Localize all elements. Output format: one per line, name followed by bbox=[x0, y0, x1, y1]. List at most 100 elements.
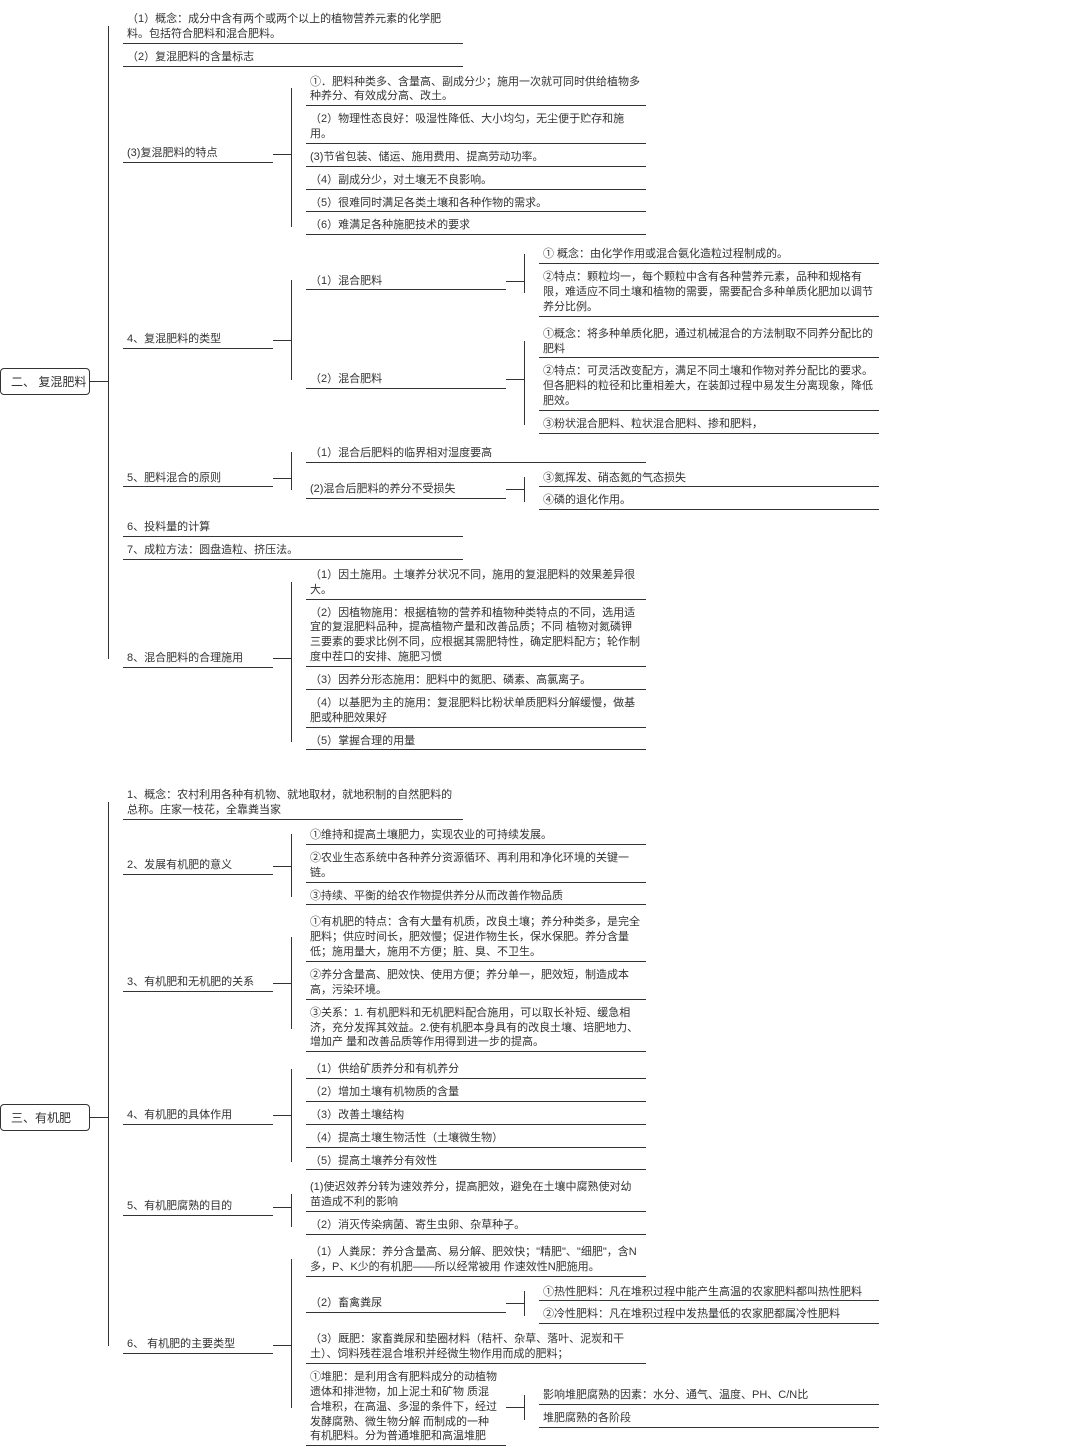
children-group: ①．肥料种类多、含量高、副成分少；施用一次就可同时供给植物多种养分、有效成分高、… bbox=[291, 71, 646, 238]
node-d2-1: （2）消灭传染病菌、寄生虫卵、杂草种子。 bbox=[306, 1216, 646, 1235]
branch: (3)复混肥料的特点 ①．肥料种类多、含量高、副成分少；施用一次就可同时供给植物多… bbox=[109, 71, 879, 238]
branch: （1）混合肥料 ① 概念：由化学作用或混合氨化造粒过程制成的。 ②特点：颗粒均一，每… bbox=[292, 243, 879, 318]
node-d2-0: （1）供给矿质养分和有机养分 bbox=[306, 1060, 646, 1079]
branch: （2）复混肥料的含量标志 bbox=[109, 48, 879, 67]
branch: （4）提高土壤生物活性（土壤微生物） bbox=[292, 1129, 646, 1148]
children-group: （1）因土施用。土壤养分状况不同，施用的复混肥料的效果差异很大。（2）因植物施用… bbox=[291, 564, 646, 752]
branch: 堆肥腐熟的各阶段 bbox=[525, 1409, 879, 1428]
node-d1-5: 6、 有机肥的主要类型 bbox=[123, 1335, 273, 1354]
children-group: （1）混合肥料 ① 概念：由化学作用或混合氨化造粒过程制成的。 ②特点：颗粒均一，每… bbox=[291, 241, 879, 437]
branch: 6、投料量的计算 bbox=[109, 518, 879, 537]
node-d2-0: ①．肥料种类多、含量高、副成分少；施用一次就可同时供给植物多种养分、有效成分高、… bbox=[306, 73, 646, 107]
branch: 4、有机肥的具体作用（1）供给矿质养分和有机养分（2）增加土壤有机物质的含量（3… bbox=[109, 1058, 879, 1172]
children-group: （1）供给矿质养分和有机养分 （2）增加土壤有机物质的含量 （3）改善土壤结构 （4）… bbox=[291, 1058, 646, 1172]
branch: （2）增加土壤有机物质的含量 bbox=[292, 1083, 646, 1102]
node-d2-1: （2）因植物施用：根据植物的营养和植物种类特点的不同，选用适宜的复混肥料品种，提… bbox=[306, 604, 646, 667]
node-d1-2: (3)复混肥料的特点 bbox=[123, 144, 273, 163]
node-d2-1: （2）混合肥料 bbox=[306, 370, 506, 389]
node-d1-0: （1）概念：成分中含有两个或两个以上的植物营养元素的化学肥料。包括符合肥料和混合… bbox=[123, 10, 463, 44]
branch: 2、发展有机肥的意义 ①维持和提高土壤肥力，实现农业的可持续发展。 ②农业生态系统中… bbox=[109, 824, 879, 907]
branch: （4）副成分少，对土壤无不良影响。 bbox=[292, 171, 646, 190]
branch: （2）混合肥料 ①概念：将多种单质化肥，通过机械混合的方法制取不同养分配比的肥料②… bbox=[292, 323, 879, 436]
node-d2-0: （1）混合肥料 bbox=[306, 272, 506, 291]
branch: 影响堆肥腐熟的因素：水分、通气、温度、PH、C/N比 bbox=[525, 1386, 879, 1405]
node-d3-0: ①热性肥料：凡在堆积过程中能产生高温的农家肥料都叫热性肥料 bbox=[539, 1283, 879, 1302]
children-group: （1）混合后肥料的临界相对湿度要高(2)混合后肥料的养分不受损失③氮挥发、硝态氮… bbox=[291, 442, 879, 515]
branch: （1）混合后肥料的临界相对湿度要高 bbox=[292, 444, 879, 463]
branch: ①堆肥：是利用含有肥料成分的动植物遗体和排泄物，加上泥土和矿物 质混合堆积，在高… bbox=[292, 1368, 879, 1446]
branch: ① 概念：由化学作用或混合氨化造粒过程制成的。 bbox=[525, 245, 879, 264]
root-section-0: 二、 复混肥料 （1）概念：成分中含有两个或两个以上的植物营养元素的化学肥料。包括… bbox=[0, 8, 1080, 754]
branch: （2）畜禽粪尿①热性肥料：凡在堆积过程中能产生高温的农家肥料都叫热性肥料②冷性肥… bbox=[292, 1281, 879, 1327]
children-group: (1)使迟效养分转为速效养分，提高肥效，避免在土壤中腐熟使对幼苗造成不利的影响 （… bbox=[291, 1176, 646, 1237]
branch: 5、肥料混合的原则（1）混合后肥料的临界相对湿度要高(2)混合后肥料的养分不受损… bbox=[109, 442, 879, 515]
node-d2-1: （2）物理性态良好：吸湿性降低、大小均匀，无尘便于贮存和施用。 bbox=[306, 110, 646, 144]
node-d2-2: (3)节省包装、储运、施用费用、提高劳动功率。 bbox=[306, 148, 646, 167]
branch: （1）供给矿质养分和有机养分 bbox=[292, 1060, 646, 1079]
node-d3-0: ① 概念：由化学作用或混合氨化造粒过程制成的。 bbox=[539, 245, 879, 264]
branch: （3）因养分形态施用：肥料中的氮肥、磷素、高氯离子。 bbox=[292, 671, 646, 690]
children-group: 影响堆肥腐熟的因素：水分、通气、温度、PH、C/N比堆肥腐熟的各阶段 bbox=[524, 1384, 879, 1430]
branch: ②冷性肥料：凡在堆积过程中发热量低的农家肥都属冷性肥料 bbox=[525, 1305, 879, 1324]
branch: ②农业生态系统中各种养分资源循环、再利用和净化环境的关键一链。 bbox=[292, 849, 646, 883]
children-group: （1）概念：成分中含有两个或两个以上的植物营养元素的化学肥料。包括符合肥料和混合… bbox=[108, 8, 879, 754]
node-d2-1: （2）增加土壤有机物质的含量 bbox=[306, 1083, 646, 1102]
root-node-1: 三、有机肥 bbox=[0, 1104, 90, 1131]
branch: （3）厩肥：家畜粪尿和垫圈材料（秸杆、杂草、落叶、泥炭和干土）、饲料残茬混合堆积… bbox=[292, 1330, 879, 1364]
branch: ③关系：1. 有机肥料和无机肥料配合施用，可以取长补短、缓急相济，充分发挥其效益… bbox=[292, 1004, 646, 1053]
node-d2-0: (1)使迟效养分转为速效养分，提高肥效，避免在土壤中腐熟使对幼苗造成不利的影响 bbox=[306, 1178, 646, 1212]
node-d1-7: 8、混合肥料的合理施用 bbox=[123, 649, 273, 668]
node-d2-2: ③持续、平衡的给农作物提供养分从而改善作物品质 bbox=[306, 887, 646, 906]
node-d1-2: 3、有机肥和无机肥的关系 bbox=[123, 973, 273, 992]
node-d1-1: （2）复混肥料的含量标志 bbox=[123, 48, 463, 67]
branch: 8、混合肥料的合理施用 （1）因土施用。土壤养分状况不同，施用的复混肥料的效果差异… bbox=[109, 564, 879, 752]
node-d1-4: 5、有机肥腐熟的目的 bbox=[123, 1197, 273, 1216]
branch: （3）改善土壤结构 bbox=[292, 1106, 646, 1125]
node-d2-2: （3）因养分形态施用：肥料中的氮肥、磷素、高氯离子。 bbox=[306, 671, 646, 690]
branch: 7、成粒方法：圆盘造粒、挤压法。 bbox=[109, 541, 879, 560]
root-section-1: 三、有机肥 1、概念：农村利用各种有机物、就地取材，就地积制的自然肥料的总称。庄家… bbox=[0, 784, 1080, 1450]
node-d2-3: （4）副成分少，对土壤无不良影响。 bbox=[306, 171, 646, 190]
root-node-0: 二、 复混肥料 bbox=[0, 368, 90, 395]
branch: ③持续、平衡的给农作物提供养分从而改善作物品质 bbox=[292, 887, 646, 906]
branch: ②特点：可灵活改变配方，满足不同土壤和作物对养分配比的要求。但各肥料的粒径和比重… bbox=[525, 362, 879, 411]
branch: （6）难满足各种施肥技术的要求 bbox=[292, 216, 646, 235]
branch: ①．肥料种类多、含量高、副成分少；施用一次就可同时供给植物多种养分、有效成分高、… bbox=[292, 73, 646, 107]
branch: ③粉状混合肥料、粒状混合肥料、掺和肥料， bbox=[525, 415, 879, 434]
node-d2-4: （5）很难同时满足各类土壤和各种作物的需求。 bbox=[306, 194, 646, 213]
children-group: ③氮挥发、硝态氮的气态损失 ④磷的退化作用。 bbox=[524, 467, 879, 513]
branch: 1、概念：农村利用各种有机物、就地取材，就地积制的自然肥料的总称。庄家一枝花，全… bbox=[109, 786, 879, 820]
branch: ④磷的退化作用。 bbox=[525, 491, 879, 510]
node-d3-1: ②特点：可灵活改变配方，满足不同土壤和作物对养分配比的要求。但各肥料的粒径和比重… bbox=[539, 362, 879, 411]
node-d2-5: （6）难满足各种施肥技术的要求 bbox=[306, 216, 646, 235]
node-d1-3: 4、复混肥料的类型 bbox=[123, 330, 273, 349]
branch: （2）消灭传染病菌、寄生虫卵、杂草种子。 bbox=[292, 1216, 646, 1235]
children-group: （1）人粪尿：养分含量高、易分解、肥效快；"精肥"、"细肥"，含N多，P、K少的… bbox=[291, 1241, 879, 1448]
node-d2-2: ③关系：1. 有机肥料和无机肥料配合施用，可以取长补短、缓急相济，充分发挥其效益… bbox=[306, 1004, 646, 1053]
branch: ②特点：颗粒均一，每个颗粒中含有各种营养元素，品种和规格有限，难适应不同土壤和植… bbox=[525, 268, 879, 317]
node-d2-1: ②农业生态系统中各种养分资源循环、再利用和净化环境的关键一链。 bbox=[306, 849, 646, 883]
branch: (1)使迟效养分转为速效养分，提高肥效，避免在土壤中腐熟使对幼苗造成不利的影响 bbox=[292, 1178, 646, 1212]
node-d3-0: ③氮挥发、硝态氮的气态损失 bbox=[539, 469, 879, 488]
children-group: ①概念：将多种单质化肥，通过机械混合的方法制取不同养分配比的肥料②特点：可灵活改… bbox=[524, 323, 879, 436]
node-d2-4: （5）提高土壤养分有效性 bbox=[306, 1152, 646, 1171]
node-d2-0: ①有机肥的特点：含有大量有机质，改良土壤；养分种类多，是完全肥料；供应时间长，肥… bbox=[306, 913, 646, 962]
branch: （5）提高土壤养分有效性 bbox=[292, 1152, 646, 1171]
branch: ①概念：将多种单质化肥，通过机械混合的方法制取不同养分配比的肥料 bbox=[525, 325, 879, 359]
branch: （2）因植物施用：根据植物的营养和植物种类特点的不同，选用适宜的复混肥料品种，提… bbox=[292, 604, 646, 667]
children-group: ① 概念：由化学作用或混合氨化造粒过程制成的。 ②特点：颗粒均一，每个颗粒中含有各… bbox=[524, 243, 879, 318]
branch: 5、有机肥腐熟的目的 (1)使迟效养分转为速效养分，提高肥效，避免在土壤中腐熟使对… bbox=[109, 1176, 879, 1237]
node-d2-0: ①维持和提高土壤肥力，实现农业的可持续发展。 bbox=[306, 826, 646, 845]
branch: ③氮挥发、硝态氮的气态损失 bbox=[525, 469, 879, 488]
children-group: ①维持和提高土壤肥力，实现农业的可持续发展。 ②农业生态系统中各种养分资源循环、再… bbox=[291, 824, 646, 907]
node-d2-2: （3）改善土壤结构 bbox=[306, 1106, 646, 1125]
node-d1-1: 2、发展有机肥的意义 bbox=[123, 856, 273, 875]
node-d3-1: ②特点：颗粒均一，每个颗粒中含有各种营养元素，品种和规格有限，难适应不同土壤和植… bbox=[539, 268, 879, 317]
branch: (3)节省包装、储运、施用费用、提高劳动功率。 bbox=[292, 148, 646, 167]
node-d3-0: ①概念：将多种单质化肥，通过机械混合的方法制取不同养分配比的肥料 bbox=[539, 325, 879, 359]
branch: 4、复混肥料的类型 （1）混合肥料 ① 概念：由化学作用或混合氨化造粒过程制成的。 ②… bbox=[109, 241, 879, 437]
branch: (2)混合后肥料的养分不受损失③氮挥发、硝态氮的气态损失④磷的退化作用。 bbox=[292, 467, 879, 513]
branch: ①维持和提高土壤肥力，实现农业的可持续发展。 bbox=[292, 826, 646, 845]
branch: （4）以基肥为主的施用：复混肥料比粉状单质肥料分解缓慢，做基肥或种肥效果好 bbox=[292, 694, 646, 728]
node-d1-6: 7、成粒方法：圆盘造粒、挤压法。 bbox=[123, 541, 463, 560]
